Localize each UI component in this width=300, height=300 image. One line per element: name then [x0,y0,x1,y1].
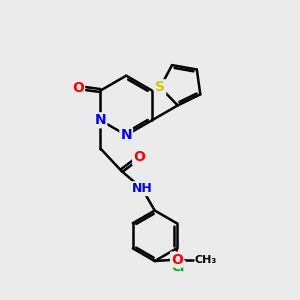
Text: S: S [155,80,165,94]
Text: O: O [133,150,145,164]
Text: O: O [72,81,84,94]
Text: Cl: Cl [172,261,185,274]
Text: NH: NH [132,182,152,195]
Text: CH₃: CH₃ [195,255,217,265]
Text: O: O [171,253,183,267]
Text: N: N [95,113,106,127]
Text: N: N [120,128,132,142]
